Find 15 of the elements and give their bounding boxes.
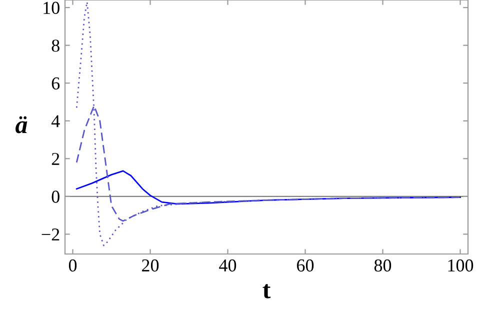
y-tick-label: 4 — [51, 115, 60, 128]
y-axis-title: ä — [16, 116, 28, 134]
y-tick-label: 6 — [52, 77, 60, 90]
x-tick-label: 80 — [374, 259, 392, 272]
x-tick-label: 0 — [68, 259, 77, 272]
x-tick-label: 100 — [448, 259, 474, 272]
y-tick-label: 0 — [52, 190, 60, 203]
x-tick-label: 40 — [219, 259, 236, 272]
y-tick-label: 2 — [52, 152, 60, 165]
x-axis-title: t — [262, 284, 271, 298]
x-tick-label: 60 — [297, 259, 314, 272]
y-tick-label: 10 — [44, 2, 60, 14]
x-tick-label: 20 — [142, 259, 159, 272]
y-tick-label: −2 — [42, 228, 60, 240]
y-tick-label: 8 — [52, 40, 60, 52]
